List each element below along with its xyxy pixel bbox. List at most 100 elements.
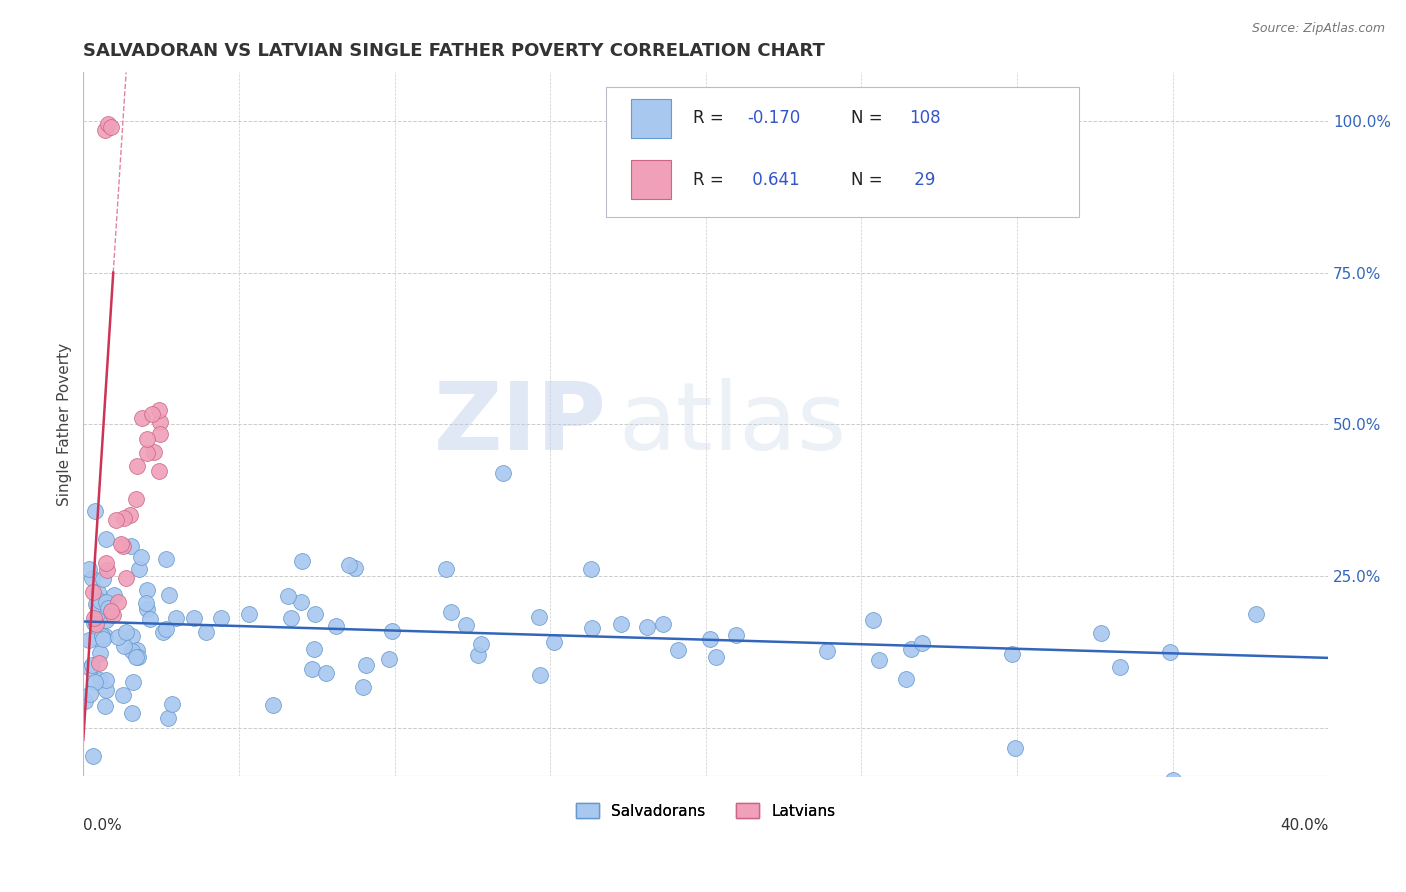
Point <box>529 668 551 682</box>
Point <box>277 589 299 603</box>
Text: R =: R = <box>693 171 730 189</box>
Point <box>467 648 489 662</box>
Point <box>77 562 100 576</box>
Text: 40.0%: 40.0% <box>1279 819 1329 833</box>
Point <box>84 504 107 518</box>
Point <box>136 583 159 598</box>
Point <box>83 675 105 690</box>
Point <box>94 123 117 137</box>
Point <box>118 508 141 522</box>
FancyBboxPatch shape <box>631 99 671 138</box>
Point <box>183 611 205 625</box>
Point <box>107 595 129 609</box>
Point <box>900 642 922 657</box>
Point <box>651 617 673 632</box>
Point <box>344 561 367 575</box>
Point <box>666 642 689 657</box>
Point <box>148 464 170 478</box>
Point <box>121 630 143 644</box>
Point <box>94 595 117 609</box>
Point <box>89 593 111 607</box>
Text: 29: 29 <box>908 171 935 189</box>
Point <box>1090 626 1112 640</box>
Point <box>704 650 727 665</box>
Point <box>120 539 142 553</box>
Point <box>609 617 631 632</box>
Point <box>114 625 136 640</box>
Point <box>127 650 149 665</box>
Point <box>304 607 326 621</box>
Point <box>89 673 111 687</box>
Text: SALVADORAN VS LATVIAN SINGLE FATHER POVERTY CORRELATION CHART: SALVADORAN VS LATVIAN SINGLE FATHER POVE… <box>83 42 825 60</box>
Point <box>89 657 111 671</box>
Point <box>131 411 153 425</box>
Point <box>136 433 159 447</box>
Point <box>135 601 157 615</box>
Point <box>94 629 117 643</box>
Point <box>107 630 129 644</box>
Point <box>97 601 120 615</box>
Point <box>440 605 463 619</box>
Point <box>98 603 121 617</box>
Point <box>86 607 108 621</box>
Point <box>1001 647 1024 661</box>
Point <box>100 120 122 134</box>
Point <box>529 610 551 624</box>
Point <box>82 658 104 673</box>
Text: N =: N = <box>852 171 889 189</box>
Point <box>238 607 260 621</box>
Point <box>1246 607 1268 622</box>
Point <box>378 652 401 666</box>
Point <box>79 661 101 675</box>
Text: Source: ZipAtlas.com: Source: ZipAtlas.com <box>1251 22 1385 36</box>
Point <box>112 688 135 702</box>
Point <box>114 571 136 585</box>
Point <box>112 639 135 653</box>
Point <box>82 571 104 585</box>
Point <box>1161 772 1184 787</box>
Point <box>124 492 146 507</box>
Point <box>337 558 360 572</box>
Point <box>84 616 107 631</box>
Point <box>381 624 404 638</box>
Point <box>111 539 134 553</box>
Point <box>91 629 114 643</box>
Point <box>100 605 122 619</box>
Point <box>91 632 114 646</box>
Point <box>894 672 917 686</box>
Point <box>121 675 143 690</box>
Point <box>128 562 150 576</box>
Point <box>112 511 135 525</box>
Point <box>162 697 184 711</box>
Y-axis label: Single Father Poverty: Single Father Poverty <box>58 343 72 506</box>
Point <box>195 625 218 640</box>
Point <box>434 562 457 576</box>
Point <box>543 635 565 649</box>
Point <box>84 597 107 611</box>
Point <box>75 693 97 707</box>
Point <box>77 632 100 647</box>
Point <box>103 588 125 602</box>
Point <box>142 444 165 458</box>
Text: N =: N = <box>852 109 889 128</box>
Point <box>149 426 172 441</box>
Point <box>1108 660 1130 674</box>
Point <box>138 612 160 626</box>
Point <box>136 446 159 460</box>
Point <box>636 619 658 633</box>
Point <box>125 650 148 665</box>
Point <box>470 638 492 652</box>
Point <box>1159 645 1181 659</box>
Point <box>301 662 323 676</box>
Point <box>82 585 104 599</box>
Point <box>209 611 232 625</box>
FancyBboxPatch shape <box>606 87 1080 217</box>
Point <box>105 513 128 527</box>
Point <box>262 698 284 712</box>
Point <box>725 628 748 642</box>
Point <box>699 632 721 646</box>
Text: atlas: atlas <box>619 378 846 470</box>
Point <box>83 615 105 630</box>
Point <box>86 631 108 645</box>
Point <box>353 680 375 694</box>
